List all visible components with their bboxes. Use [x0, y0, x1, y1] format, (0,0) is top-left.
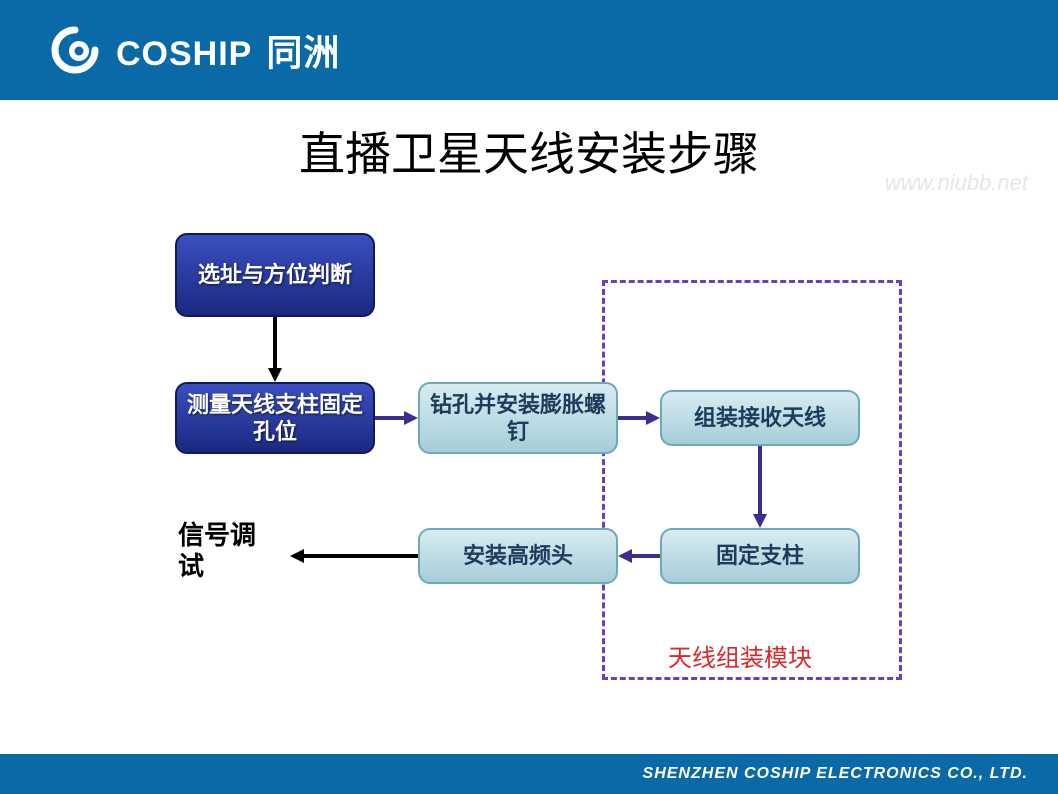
module-group-box [602, 280, 902, 680]
node-site-selection: 选址与方位判断 [175, 233, 375, 317]
node-drill-bolts: 钻孔并安装膨胀螺钉 [418, 382, 618, 454]
node-assemble-antenna: 组装接收天线 [660, 390, 860, 446]
node-fix-pole: 固定支柱 [660, 528, 860, 584]
label-signal-debug: 信号调试 [178, 520, 256, 582]
footer-bar: SHENZHEN COSHIP ELECTRONICS CO., LTD. [0, 754, 1058, 794]
node-measure-holes: 测量天线支柱固定孔位 [175, 382, 375, 454]
flowchart-canvas: 选址与方位判断 测量天线支柱固定孔位 钻孔并安装膨胀螺钉 组装接收天线 固定支柱… [0, 0, 1058, 794]
node-install-lnb: 安装高频头 [418, 528, 618, 584]
footer-text: SHENZHEN COSHIP ELECTRONICS CO., LTD. [643, 765, 1028, 783]
label-module: 天线组装模块 [668, 638, 812, 673]
